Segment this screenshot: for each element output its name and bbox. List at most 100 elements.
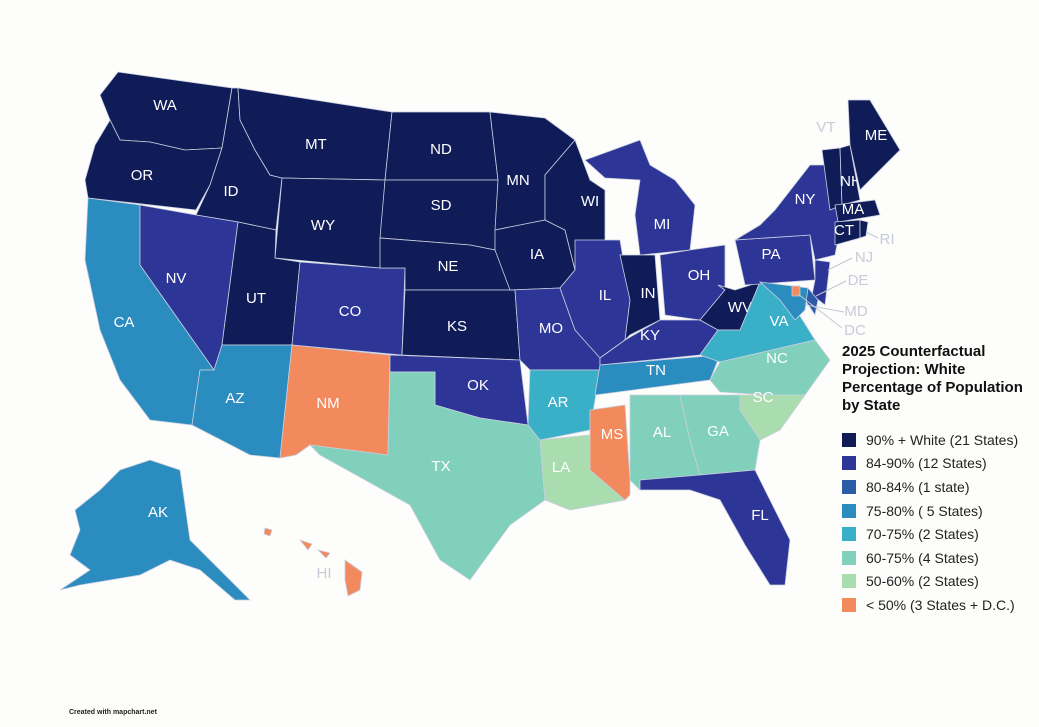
state-shape	[811, 259, 831, 306]
legend-item: 75-80% ( 5 States)	[842, 499, 1018, 523]
state-label: SD	[431, 197, 452, 214]
state-label: IA	[530, 246, 544, 263]
state-label: VA	[770, 313, 789, 330]
legend-swatch	[842, 527, 856, 542]
state-label: MI	[654, 216, 671, 233]
state-label: NJ	[855, 249, 873, 266]
legend: 90% + White (21 States) 84-90% (12 States…	[842, 428, 1018, 617]
state-label: CA	[114, 314, 135, 331]
state-label: DE	[848, 272, 869, 289]
legend-swatch	[842, 479, 856, 494]
state-label: TN	[646, 362, 666, 379]
state-shape	[527, 369, 601, 441]
credit: Created with mapchart.net	[69, 709, 157, 716]
legend-label: < 50% (3 States + D.C.)	[866, 596, 1015, 613]
state-label: HI	[317, 565, 332, 582]
state-label: CT	[834, 222, 854, 239]
legend-label: 75-80% ( 5 States)	[866, 502, 983, 519]
legend-label: 50-60% (2 States)	[866, 573, 979, 590]
state-label: KS	[447, 318, 467, 335]
state-label: OK	[467, 377, 489, 394]
state-label: DC	[844, 322, 866, 339]
legend-swatch	[842, 574, 856, 589]
state-label: WA	[153, 97, 177, 114]
state-label: MT	[305, 136, 327, 153]
state-label: UT	[246, 290, 266, 307]
legend-swatch	[842, 597, 856, 612]
legend-item: 60-75% (4 States)	[842, 546, 1018, 570]
legend-item: < 50% (3 States + D.C.)	[842, 593, 1018, 617]
legend-item: 90% + White (21 States)	[842, 428, 1018, 452]
state-label: IN	[641, 285, 656, 302]
legend-swatch	[842, 503, 856, 518]
state-label: AK	[148, 504, 168, 521]
legend-label: 60-75% (4 States)	[866, 549, 979, 566]
state-shape	[839, 144, 861, 206]
state-shape	[859, 219, 869, 239]
state-label: MO	[539, 320, 563, 337]
state-label: OR	[131, 167, 154, 184]
state-label: AL	[653, 424, 671, 441]
state-label: PA	[762, 246, 781, 263]
state-shape	[739, 394, 806, 441]
state-label: NH	[840, 173, 862, 190]
state-shape	[308, 371, 546, 581]
state-shape	[847, 99, 901, 191]
leader-line	[797, 293, 843, 329]
state-shape	[709, 339, 831, 396]
state-label: ND	[430, 141, 452, 158]
state-label: MN	[506, 172, 529, 189]
state-label: MD	[844, 303, 867, 320]
state-label: NE	[438, 258, 459, 275]
state-label: FL	[751, 507, 769, 524]
state-label: LA	[552, 459, 570, 476]
state-label: WY	[311, 217, 335, 234]
state-shape	[834, 199, 881, 223]
leader-line	[827, 257, 853, 271]
legend-item: 70-75% (2 States)	[842, 522, 1018, 546]
legend-item: 50-60% (2 States)	[842, 570, 1018, 594]
legend-swatch	[842, 432, 856, 447]
state-label: OH	[688, 267, 711, 284]
legend-label: 90% + White (21 States)	[866, 431, 1019, 448]
legend-item: 80-84% (1 state)	[842, 475, 1018, 499]
state-label: RI	[880, 231, 895, 248]
legend-swatch	[842, 456, 856, 471]
state-label: WI	[581, 193, 599, 210]
state-label: GA	[707, 423, 729, 440]
state-shape	[619, 254, 661, 342]
state-label: NV	[166, 270, 187, 287]
state-label: ID	[224, 183, 239, 200]
legend-label: 80-84% (1 state)	[866, 478, 970, 495]
legend-label: 84-90% (12 States)	[866, 455, 987, 472]
legend-label: 70-75% (2 States)	[866, 526, 979, 543]
leader-line	[805, 304, 845, 313]
map-title: 2025 Counterfactual Projection: White Pe…	[842, 343, 1023, 414]
state-label: NY	[795, 191, 816, 208]
state-label: WV	[728, 299, 752, 316]
state-label: VT	[816, 119, 835, 136]
state-shape	[291, 261, 406, 356]
state-label: ME	[865, 127, 888, 144]
leader-line	[865, 231, 879, 239]
state-label: IL	[599, 287, 612, 304]
state-label: MS	[601, 426, 624, 443]
state-shape	[639, 469, 791, 586]
state-shape	[263, 527, 363, 597]
state-shape	[59, 459, 251, 601]
state-label: TX	[431, 458, 450, 475]
state-label: AZ	[225, 390, 244, 407]
leader-line	[815, 280, 847, 297]
legend-swatch	[842, 550, 856, 565]
state-label: NC	[766, 350, 788, 367]
state-label: CO	[339, 303, 362, 320]
state-shape	[589, 404, 631, 501]
state-label: SC	[753, 389, 774, 406]
state-label: NM	[316, 395, 339, 412]
legend-item: 84-90% (12 States)	[842, 452, 1018, 476]
state-label: MA	[842, 201, 865, 218]
state-label: AR	[548, 394, 569, 411]
state-label: KY	[640, 327, 660, 344]
